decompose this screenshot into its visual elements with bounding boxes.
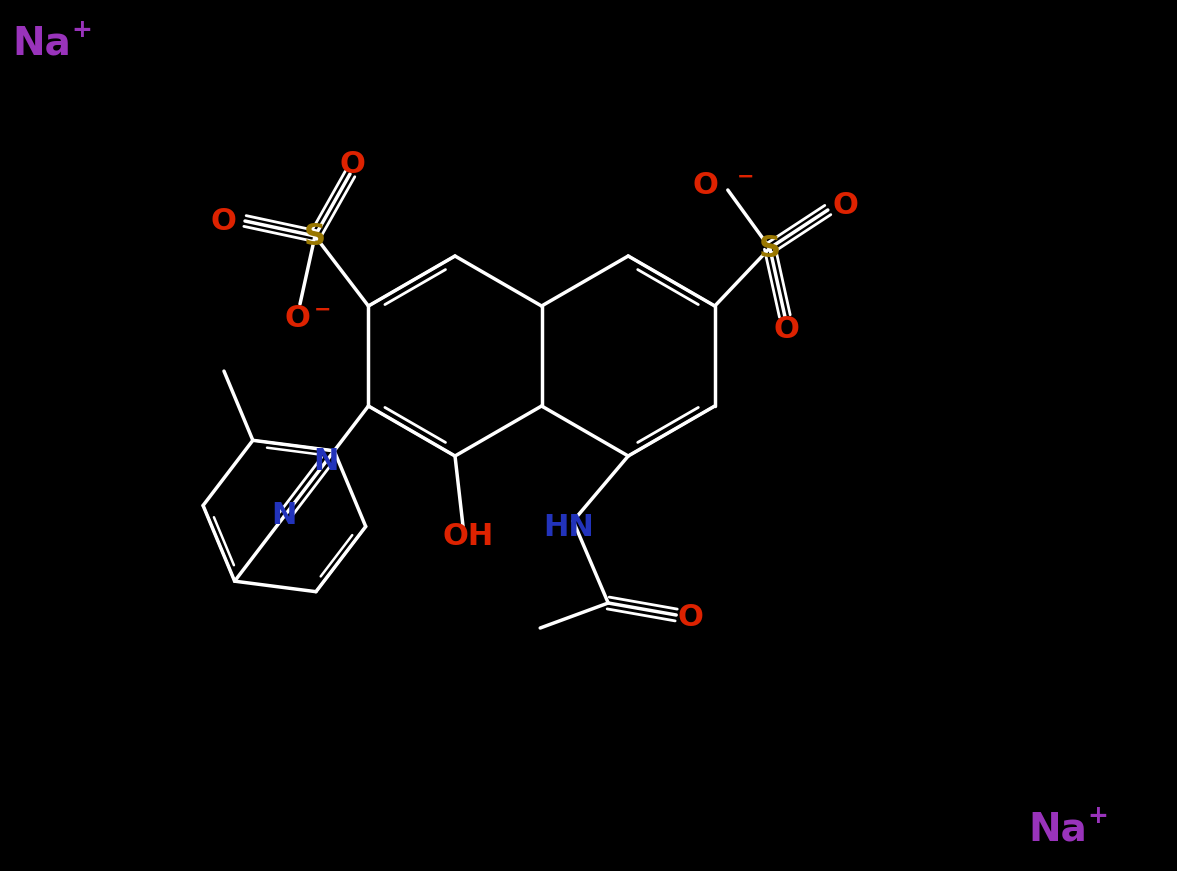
Text: O: O (284, 303, 310, 333)
Text: O: O (773, 315, 799, 345)
Text: −: − (314, 300, 332, 320)
Text: O: O (833, 191, 859, 219)
Text: O: O (339, 150, 365, 179)
Text: O: O (693, 171, 719, 199)
Text: O: O (210, 206, 235, 235)
Text: HN: HN (543, 512, 593, 542)
Text: −: − (737, 167, 754, 187)
Text: Na: Na (1028, 810, 1086, 848)
Text: N: N (272, 502, 297, 530)
Text: N: N (314, 447, 339, 476)
Text: +: + (71, 18, 92, 42)
Text: S: S (304, 221, 326, 251)
Text: S: S (759, 233, 780, 262)
Text: OH: OH (443, 522, 493, 550)
Text: +: + (1088, 804, 1108, 828)
Text: Na: Na (12, 24, 71, 62)
Text: O: O (677, 603, 703, 631)
